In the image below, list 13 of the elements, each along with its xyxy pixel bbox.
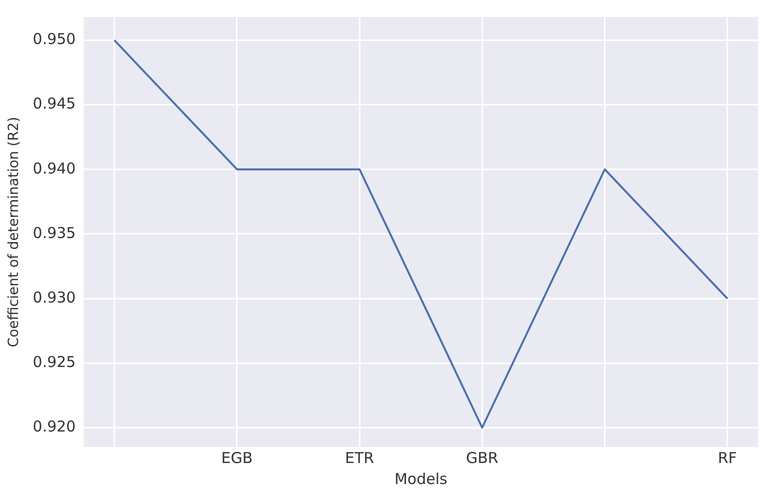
y-tick-label: 0.940 [32, 159, 76, 178]
x-axis-title: Models [394, 470, 448, 488]
x-tick-label: RF [718, 448, 737, 467]
y-tick-label: 0.920 [32, 418, 76, 436]
x-tick-label: EGB [221, 448, 253, 467]
y-tick-label: 0.925 [32, 352, 76, 371]
x-tick-label: ETR [345, 448, 374, 467]
x-tick-label: GBR [466, 448, 498, 467]
y-tick-label: 0.930 [32, 288, 76, 306]
y-tick-label: 0.950 [32, 30, 76, 48]
y-axis-title: Coefficient of determination (R2) [6, 116, 22, 348]
y-tick-label: 0.945 [32, 94, 76, 113]
y-tick-label: 0.935 [32, 224, 76, 242]
